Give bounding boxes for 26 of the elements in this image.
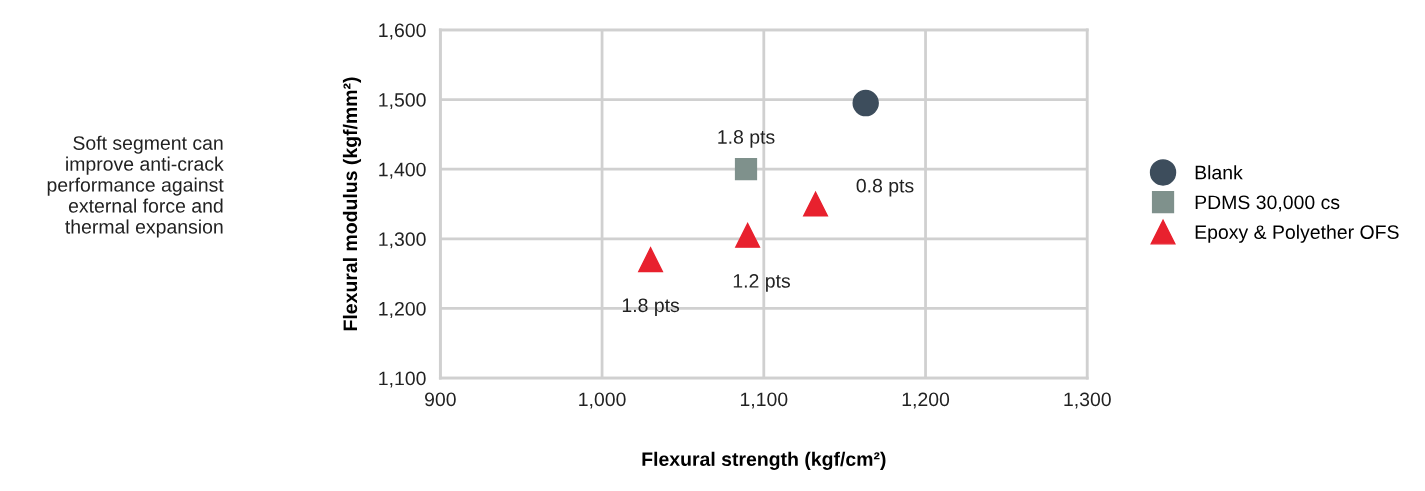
annotation: 0.8 pts bbox=[856, 178, 914, 197]
y-tick-label: 1,500 bbox=[379, 93, 426, 110]
x-tick-label: 1,300 bbox=[1064, 392, 1111, 409]
point bbox=[852, 89, 879, 117]
y-tick-label: 1,400 bbox=[379, 162, 426, 179]
x-tick-label: 900 bbox=[425, 392, 456, 407]
y-axis-title: Flexural modulus (kgf/mm²) bbox=[342, 77, 362, 331]
x-tick-label: 1,100 bbox=[740, 392, 788, 409]
y-tick-label: 1,300 bbox=[379, 232, 426, 249]
point bbox=[803, 191, 829, 217]
x-tick-label: 1,200 bbox=[902, 392, 950, 409]
point bbox=[735, 222, 761, 248]
legend-label: Epoxy & Polyether OFS bbox=[1195, 224, 1399, 243]
y-tick-label: 1,600 bbox=[379, 23, 426, 40]
x-axis-title: Flexural strength (kgf/cm²) bbox=[642, 451, 886, 470]
point bbox=[638, 247, 664, 273]
x-tick-label: 1,000 bbox=[579, 392, 626, 409]
point bbox=[734, 158, 758, 181]
y-tick-label: 1,100 bbox=[379, 371, 426, 388]
annotation: 1.8 pts bbox=[718, 130, 775, 148]
legend-label: Blank bbox=[1195, 165, 1243, 180]
annotation: 1.2 pts bbox=[733, 274, 790, 292]
legend-label: PDMS 30,000 cs bbox=[1195, 195, 1340, 212]
text: Soft segment can improve anti-crack performance against external force and thermal expansion bbox=[47, 135, 224, 238]
annotation: 1.8 pts bbox=[622, 298, 680, 316]
y-tick-label: 1,200 bbox=[379, 301, 426, 318]
